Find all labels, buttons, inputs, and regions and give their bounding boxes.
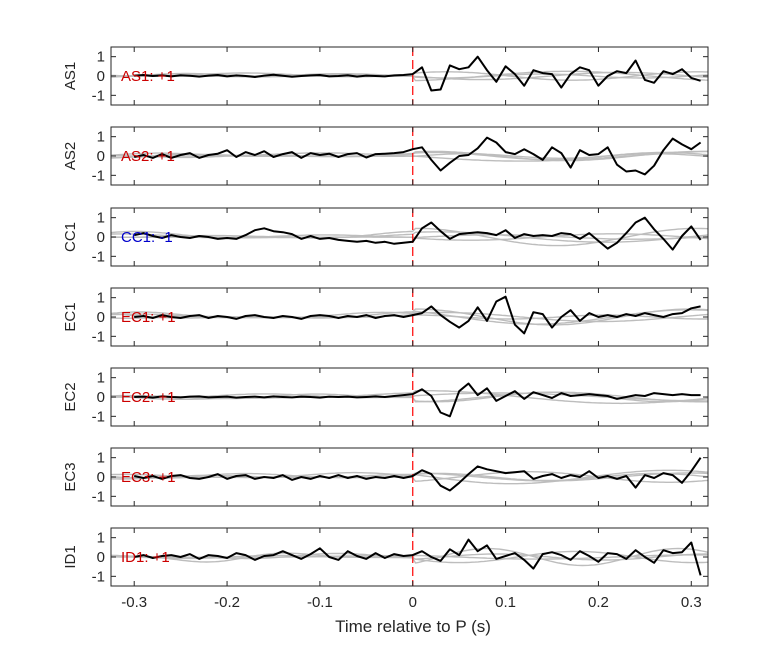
y-tick-label: -1 — [92, 87, 105, 104]
panel-label: CC1: -1 — [121, 229, 173, 246]
series-line-ec3 — [133, 457, 702, 492]
x-tick-label: -0.2 — [214, 594, 240, 611]
y-tick-label: -1 — [92, 568, 105, 585]
y-axis-label: EC3 — [62, 462, 79, 491]
panel-label: AS2: +1 — [121, 148, 175, 165]
x-tick-labels: -0.3 -0.2 -0.1 0 0.1 0.2 0.3 — [121, 594, 701, 611]
y-tick-label: -1 — [92, 328, 105, 345]
y-tick-label: 0 — [97, 389, 105, 406]
series-line-cc1 — [133, 216, 702, 251]
y-tick-label: 0 — [97, 309, 105, 326]
series-line-id1 — [133, 538, 702, 576]
series-line-as1 — [134, 55, 701, 92]
background-trace — [111, 153, 708, 159]
y-tick-label: 1 — [97, 129, 105, 146]
panel-ec1: EC1: +1 1 0 -1 EC1 — [62, 287, 709, 347]
y-tick-label: 0 — [97, 469, 105, 486]
background-trace — [111, 70, 708, 82]
panel-label: EC2: +1 — [121, 389, 176, 406]
x-tick-label: 0.1 — [495, 594, 516, 611]
y-axis-label: CC1 — [62, 222, 79, 252]
y-tick-label: 1 — [97, 210, 105, 227]
y-tick-label: -1 — [92, 248, 105, 265]
y-tick-label: 1 — [97, 290, 105, 307]
x-tick-label: -0.1 — [307, 594, 333, 611]
x-tick-label: 0.2 — [588, 594, 609, 611]
series-line-ec1 — [134, 295, 701, 335]
x-tick-label: -0.3 — [121, 594, 147, 611]
y-tick-label: -1 — [92, 408, 105, 425]
y-axis-label: AS1 — [62, 62, 79, 90]
panel-id1: ID1: +1 1 0 -1 ID1 — [62, 527, 709, 587]
x-tick-label: 0.3 — [681, 594, 702, 611]
panel-label: AS1: +1 — [121, 68, 175, 85]
x-tick-label: 0 — [409, 594, 417, 611]
y-tick-label: 1 — [97, 370, 105, 387]
y-axis-label: EC1 — [62, 302, 79, 331]
y-tick-label: -1 — [92, 488, 105, 505]
y-tick-label: 0 — [97, 148, 105, 165]
y-tick-label: 1 — [97, 450, 105, 467]
panel-label: EC3: +1 — [121, 469, 176, 486]
series-line-as2 — [133, 136, 702, 176]
y-tick-label: 1 — [97, 49, 105, 66]
y-axis-label: EC2 — [62, 382, 79, 411]
panel-ec3: EC3: +1 1 0 -1 EC3 — [62, 447, 709, 507]
y-axis-label: AS2 — [62, 142, 79, 170]
series-line-ec2 — [134, 382, 701, 418]
panel-as2: AS2: +1 1 0 -1 AS2 — [62, 126, 709, 186]
y-tick-label: 0 — [97, 549, 105, 566]
panel-label: ID1: +1 — [121, 549, 170, 566]
panel-label: EC1: +1 — [121, 309, 176, 326]
y-axis-label: ID1 — [62, 545, 79, 568]
y-tick-label: 0 — [97, 68, 105, 85]
panel-ec2: EC2: +1 1 0 -1 EC2 — [62, 367, 709, 427]
panel-as1: AS1: +1 1 0 -1 AS1 — [62, 46, 709, 106]
y-tick-label: 1 — [97, 530, 105, 547]
x-axis-label: Time relative to P (s) — [335, 617, 491, 636]
y-tick-label: 0 — [97, 229, 105, 246]
panel-cc1: CC1: -1 1 0 -1 CC1 — [62, 207, 709, 267]
y-tick-label: -1 — [92, 167, 105, 184]
